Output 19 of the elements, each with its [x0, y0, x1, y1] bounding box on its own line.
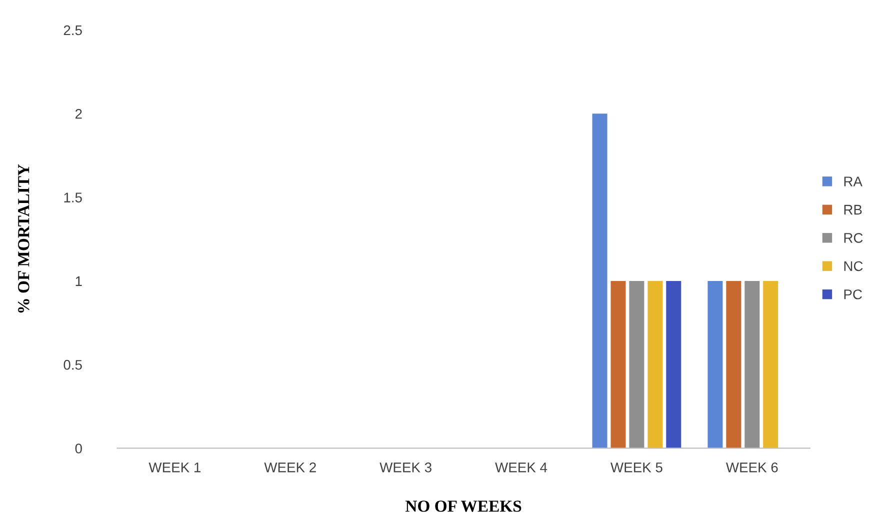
x-tick-label: WEEK 2 — [264, 462, 316, 472]
y-tick-label: 2.5 — [64, 25, 82, 36]
x-tick-label: WEEK 3 — [380, 462, 432, 472]
y-tick-label: 1 — [76, 276, 82, 286]
legend-label: RC — [844, 233, 863, 243]
x-tick-label: WEEK 4 — [495, 462, 548, 472]
x-axis-title: NO OF WEEKS — [406, 500, 522, 512]
legend-label: PC — [844, 289, 862, 300]
legend-label: RA — [844, 176, 862, 186]
y-tick-label: 1.5 — [64, 192, 82, 202]
x-tick-label: WEEK 1 — [148, 462, 200, 472]
y-tick-label: 0.5 — [64, 360, 82, 370]
legend-label: RB — [844, 204, 862, 214]
legend-label: NC — [844, 261, 863, 272]
x-tick-label: WEEK 5 — [610, 462, 662, 472]
y-tick-label: 0 — [75, 444, 82, 454]
y-tick-label: 2 — [75, 108, 82, 119]
y-axis-title: % OF MORTALITY — [18, 164, 30, 313]
x-tick-label: WEEK 6 — [726, 462, 778, 472]
